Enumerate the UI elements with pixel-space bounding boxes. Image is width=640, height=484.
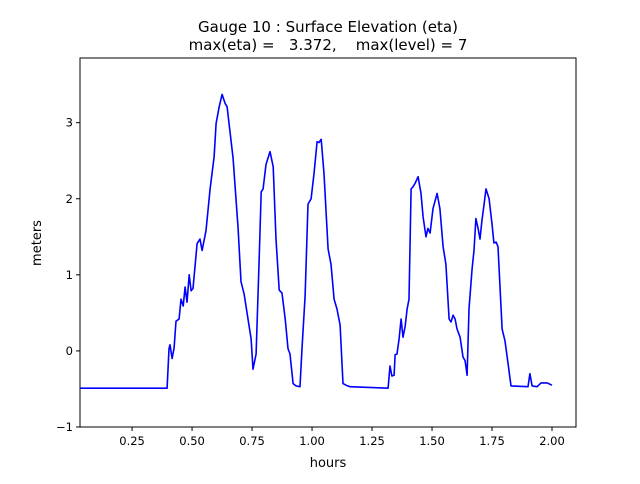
x-tick-label: 1.50	[419, 434, 445, 448]
chart-subtitle: max(eta) = 3.372, max(level) = 7	[189, 36, 468, 54]
y-tick-label: 2	[66, 192, 73, 206]
y-axis-label: meters	[30, 220, 45, 266]
x-tick-label: 2.00	[539, 434, 565, 448]
y-tick-label: −1	[56, 420, 73, 434]
y-tick-label: 1	[66, 268, 73, 282]
axes-frame	[79, 57, 577, 428]
plot-area	[80, 93, 553, 390]
x-axis-label: hours	[310, 456, 347, 471]
x-tick-label: 0.25	[119, 434, 145, 448]
x-axis: 0.25 0.50 0.75 1.00 1.25 1.50 1.75 2.00	[119, 427, 565, 448]
y-tick-label: 0	[66, 344, 73, 358]
x-tick-label: 1.75	[479, 434, 505, 448]
chart-title: Gauge 10 : Surface Elevation (eta)	[198, 18, 458, 36]
x-tick-label: 0.75	[239, 434, 265, 448]
y-tick-label: 3	[66, 116, 73, 130]
x-tick-label: 1.25	[359, 434, 385, 448]
series-line-eta	[80, 93, 553, 390]
x-tick-label: 1.00	[299, 434, 325, 448]
y-axis: −1 0 1 2 3	[56, 116, 80, 434]
x-tick-label: 0.50	[179, 434, 205, 448]
